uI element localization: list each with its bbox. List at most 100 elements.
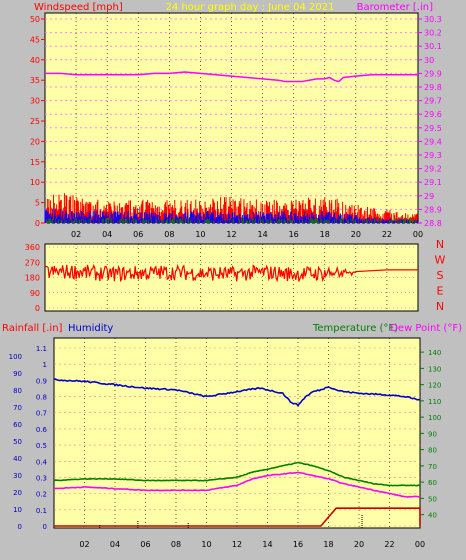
compass-s-label: S [437, 269, 444, 282]
rain-tick-label: 0.2 [36, 491, 47, 499]
baro-tick-label: 30.2 [424, 29, 442, 38]
temperature-tick-label: 130 [428, 365, 441, 373]
rain-tick-label: 0 [43, 523, 47, 531]
humidity-tick-label: 70 [13, 404, 22, 412]
rain-tick-label: 0.8 [36, 394, 47, 402]
time-tick-label: 10 [195, 230, 205, 239]
direction-tick-label: 180 [25, 274, 40, 283]
compass-n-label: N [436, 238, 444, 251]
compass-w-label: W [435, 254, 446, 267]
baro-tick-label: 29 [424, 192, 434, 201]
chart-title: 24 hour graph day : June 04 2021 [166, 2, 335, 13]
wind-tick-label: 15 [30, 158, 40, 167]
baro-tick-label: 29.1 [424, 178, 442, 187]
time-tick-label: 16 [289, 230, 299, 239]
temp-humidity-lines [53, 378, 421, 528]
compass-e-label: E [437, 285, 444, 298]
rain-tick-label: 0.4 [36, 458, 48, 466]
baro-tick-label: 29.3 [424, 151, 442, 160]
humidity-tick-label: 30 [13, 472, 22, 480]
temperature-tick-label: 50 [428, 495, 437, 503]
time-tick-label: 02 [71, 230, 81, 239]
compass-n-label: N [436, 300, 444, 313]
humidity-tick-label: 40 [13, 455, 22, 463]
time-tick-label: 00 [413, 230, 423, 239]
bottom-time-tick-label: 14 [262, 540, 272, 549]
direction-tick-label: 0 [35, 304, 40, 313]
humidity-tick-label: 80 [13, 387, 22, 395]
temperature-tick-label: 100 [428, 414, 441, 422]
wind-tick-label: 5 [35, 199, 40, 208]
time-tick-label: 22 [382, 230, 392, 239]
bottom-time-tick-label: 18 [323, 540, 333, 549]
wind-tick-label: 40 [30, 56, 40, 65]
rain-tick-label: 0.6 [36, 426, 48, 434]
temperature-tick-label: 140 [428, 349, 441, 357]
wind-baro-lines [45, 71, 418, 83]
baro-tick-label: 28.8 [424, 219, 442, 228]
wind-baro-grid [45, 13, 419, 224]
direction-tick-label: 270 [25, 258, 40, 267]
windspeed-label: Windspeed [mph] [34, 2, 123, 13]
temperature-label: Temperature (°F) [312, 323, 398, 334]
bottom-time-tick-label: 04 [110, 540, 120, 549]
bottom-time-tick-label: 02 [79, 540, 89, 549]
time-tick-label: 04 [102, 230, 112, 239]
temperature-tick-label: 80 [428, 447, 437, 455]
wind-direction-axes: 0 90 180 270 360 [25, 243, 40, 313]
barometer-label: Barometer [.in] [357, 2, 433, 13]
rain-tick-label: 1.1 [36, 345, 47, 353]
wind-tick-label: 35 [30, 76, 40, 85]
rain-tick-label: 0.5 [36, 442, 47, 450]
wind-tick-label: 45 [30, 35, 40, 44]
dew-point-label: Dew Point (°F) [390, 323, 462, 334]
humidity-tick-label: 10 [13, 506, 22, 514]
time-tick-label: 08 [164, 230, 174, 239]
humidity-tick-label: 50 [13, 438, 22, 446]
rainfall-label: Rainfall [.in] [2, 323, 63, 334]
wind-baro-axes: 28.8 28.9 29 29.1 29.2 29.3 29.4 29.5 29.6 29.7 29… [30, 15, 442, 239]
time-tick-label: 14 [257, 230, 267, 239]
baro-tick-label: 29.2 [424, 165, 442, 174]
time-tick-label: 18 [320, 230, 330, 239]
wind-tick-label: 50 [30, 15, 40, 24]
temperature-tick-label: 60 [428, 479, 437, 487]
dew-point-line [53, 471, 421, 498]
temp-humidity-axes: 0 0.1 0.2 0.3 0.4 0.5 0.6 0.7 0.8 0.9 1 1.1 0 10 20 30 4… [9, 345, 442, 549]
baro-tick-label: 29.7 [424, 97, 442, 106]
time-tick-label: 12 [226, 230, 236, 239]
humidity-tick-label: 20 [13, 489, 22, 497]
wind-tick-label: 10 [30, 178, 40, 187]
wind-tick-label: 20 [30, 137, 40, 146]
humidity-tick-label: 90 [13, 370, 22, 378]
humidity-tick-label: 60 [13, 421, 22, 429]
baro-tick-label: 29.5 [424, 124, 442, 133]
direction-tick-label: 90 [30, 289, 40, 298]
bottom-time-tick-label: 20 [354, 540, 364, 549]
humidity-tick-label: 100 [9, 353, 22, 361]
rain-tick-label: 0.9 [36, 377, 47, 385]
bottom-time-tick-label: 16 [293, 540, 303, 549]
wind-tick-label: 30 [30, 97, 40, 106]
baro-tick-label: 29.9 [424, 69, 442, 78]
bottom-time-tick-label: 08 [171, 540, 181, 549]
wind-tick-label: 25 [30, 117, 40, 126]
temp-humidity-grid [54, 338, 421, 528]
time-tick-label: 06 [133, 230, 143, 239]
direction-tick-label: 360 [25, 243, 40, 252]
temperature-tick-label: 90 [428, 430, 437, 438]
temperature-tick-label: 120 [428, 382, 441, 390]
temperature-line [53, 461, 421, 487]
barometer-line [45, 71, 418, 83]
baro-tick-label: 29.4 [424, 137, 442, 146]
rain-tick-label: 0.7 [36, 410, 47, 418]
temperature-tick-label: 40 [428, 512, 437, 520]
rain-tick-label: 1 [43, 361, 47, 369]
wind-tick-label: 0 [35, 219, 40, 228]
baro-tick-label: 28.9 [424, 205, 442, 214]
baro-tick-label: 30.3 [424, 15, 442, 24]
baro-tick-label: 30 [424, 56, 434, 65]
temperature-tick-label: 110 [428, 398, 441, 406]
wind-series [44, 193, 418, 223]
wind-direction-lines [44, 263, 418, 283]
